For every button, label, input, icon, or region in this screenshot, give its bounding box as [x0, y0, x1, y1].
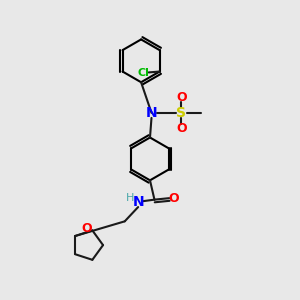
Text: S: S: [176, 106, 186, 120]
Text: O: O: [82, 222, 92, 236]
Text: N: N: [132, 195, 144, 209]
Text: O: O: [169, 192, 179, 205]
Text: N: N: [146, 106, 157, 120]
Text: H: H: [126, 194, 134, 203]
Text: O: O: [176, 122, 187, 135]
Text: Cl: Cl: [137, 68, 149, 78]
Text: O: O: [176, 91, 187, 104]
